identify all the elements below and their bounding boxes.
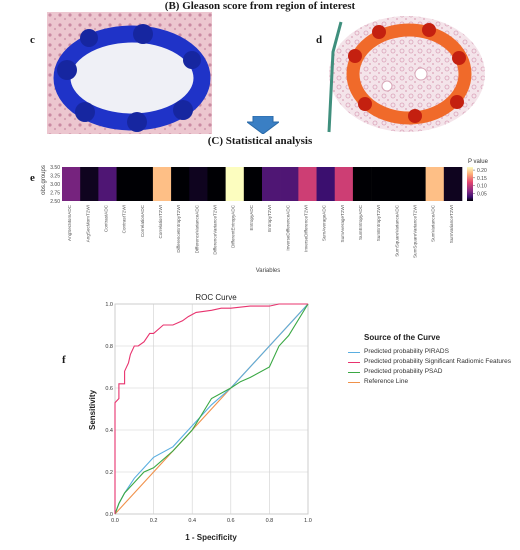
roc-y-tick-label: 0.2 [105,470,113,476]
panel-label-e: e [30,172,35,184]
heatmap-cell [243,167,263,201]
panel-label-c: c [30,34,35,46]
heatmap-xlabel: Variables [256,268,281,274]
roc-legend-label: Predicted probability PIRADS [364,348,449,355]
heatmap-cell [80,167,99,201]
roc-title: ROC Curve [195,293,237,302]
heatmap-cell [189,167,208,201]
roc-legend-item: Predicted probability Significant Radiom… [348,358,518,366]
heatmap-colorbar [467,167,473,201]
heatmap-cell [334,167,354,201]
heatmap-cell [407,167,426,201]
histology-image-d [327,12,487,134]
heatmap-x-tick-label: SumVarianceADC [431,204,436,242]
heatmap-cell [280,167,299,201]
heatmap-y-tick-label: 3.25 [50,174,60,180]
heatmap-cell [352,167,372,201]
heatmap-y-tick-label: 3.00 [50,182,60,188]
heatmap-cell [152,167,172,201]
roc-ylabel: Sensitivity [88,389,97,430]
heatmap-x-tick-label: CorrelationADC [140,204,145,237]
heatmap-x-tick-label: DifferenceVarianceT2WI [213,205,218,255]
roc-series-line [114,303,309,515]
heatmap-legend-tick: 0.20 [477,168,487,174]
roc-xlabel: 1 - Specificity [185,533,237,542]
heatmap-cell [98,167,117,201]
heatmap-cell [62,167,81,201]
heatmap-cell [134,167,154,201]
heatmap-y-tick-label: 2.50 [50,199,60,205]
roc-y-tick-label: 1.0 [105,302,113,308]
roc-x-tick-label: 0.6 [227,518,235,524]
roc-chart: ROC Curve 0.0 0.2 0.4 0.6 0.8 1.0 0.0 0.2 0.4 0.6… [88,293,312,542]
heatmap-chart: obs.groups 3.50 3.25 3.00 2.75 2.50 AngSecMo… [41,159,489,274]
heatmap-cell [443,167,463,201]
roc-legend-label: Predicted probability PSAD [364,368,443,375]
heatmap-y-tick-label: 3.50 [50,165,60,171]
heatmap-cell [262,167,281,201]
heatmap-cell [207,167,226,201]
heatmap-x-tick-label: SumAverageT2WI [340,205,345,242]
heatmap-y-tick-label: 2.75 [50,191,60,197]
roc-y-tick-label: 0.8 [105,344,113,350]
heatmap-x-tick-label: ContrastADC [103,204,108,232]
panel-label-d: d [316,34,323,46]
heatmap-legend-tick: 0.15 [477,176,487,182]
heatmap-cell [425,167,445,201]
heatmap-x-tick-label: SumAverageADC [322,204,327,241]
roc-y-tick-label: 0.6 [105,386,113,392]
roc-y-tick-label: 0.4 [105,428,113,434]
roc-legend-item: Predicted probability PIRADS [348,348,518,356]
section-b-title: (B) Gleason score from region of interes… [164,0,356,12]
heatmap-x-tick-label: SumEntropyADC [358,204,363,240]
heatmap-cell [171,167,190,201]
heatmap-x-tick-label: EntropyT2WI [267,205,272,232]
panel-label-f: f [62,354,66,366]
heatmap-ylabel: obs.groups [41,165,47,195]
heatmap-legend-tick: 0.05 [477,191,487,197]
heatmap-x-tick-label: SumEntropyT2WI [376,205,381,241]
heatmap-x-tick-label: AngSecMomT2WI [85,205,90,242]
heatmap-cell [389,167,408,201]
roc-legend: Source of the Curve Predicted probabilit… [348,333,518,388]
heatmap-x-tick-label: ContrastT2WI [122,205,127,233]
roc-legend-item: Reference Line [348,378,518,386]
heatmap-x-tick-label: CorrelationT2WI [158,205,163,238]
roc-legend-label: Reference Line [364,378,409,385]
heatmap-x-tick-label: SumSquareVarianceT2WI [413,205,418,258]
heatmap-x-tick-label: DifferentEntropyADC [231,204,236,247]
roc-legend-title: Source of the Curve [364,333,441,342]
heatmap-cell [298,167,317,201]
roc-legend-swatch [348,372,360,373]
heatmap-cell [371,167,390,201]
heatmap-cell [316,167,336,201]
roc-legend-label: Predicted probability Significant Radiom… [364,358,512,365]
heatmap-x-tick-label: InverseDifferenceADC [285,204,290,250]
roc-x-tick-label: 0.4 [188,518,196,524]
heatmap-x-tick-label: EntropyADC [249,204,254,230]
heatmap-x-tick-label: DifferenceVarianceADC [194,204,199,253]
down-arrow-icon [247,116,279,134]
histology-image-c [47,12,212,134]
heatmap-x-tick-label: InverseDifferenceT2WI [303,205,308,252]
roc-x-tick-label: 0.0 [111,518,119,524]
roc-x-tick-label: 1.0 [304,518,312,524]
roc-legend-swatch [348,382,360,383]
heatmap-legend-title: P value [468,159,489,165]
heatmap-x-tick-label: SumVarianceT2WI [449,205,454,243]
section-c-title: (C) Statistical analysis [207,135,313,147]
heatmap-x-tick-label: SumSquareVarianceADC [394,204,399,256]
heatmap-legend-tick: 0.10 [477,184,487,190]
roc-y-tick-label: 0.0 [105,512,113,518]
roc-legend-item: Predicted probability PSAD [348,368,518,376]
roc-legend-swatch [348,362,360,363]
roc-series-line [114,303,308,514]
heatmap-cell [116,167,136,201]
heatmap-cell [225,167,245,201]
roc-x-tick-label: 0.2 [150,518,158,524]
heatmap-x-tick-label: AngSecMomADC [67,204,72,241]
roc-legend-swatch [348,352,360,353]
heatmap-x-tick-label: DifferenceEntropyT2WI [176,205,181,253]
roc-x-tick-label: 0.8 [266,518,274,524]
